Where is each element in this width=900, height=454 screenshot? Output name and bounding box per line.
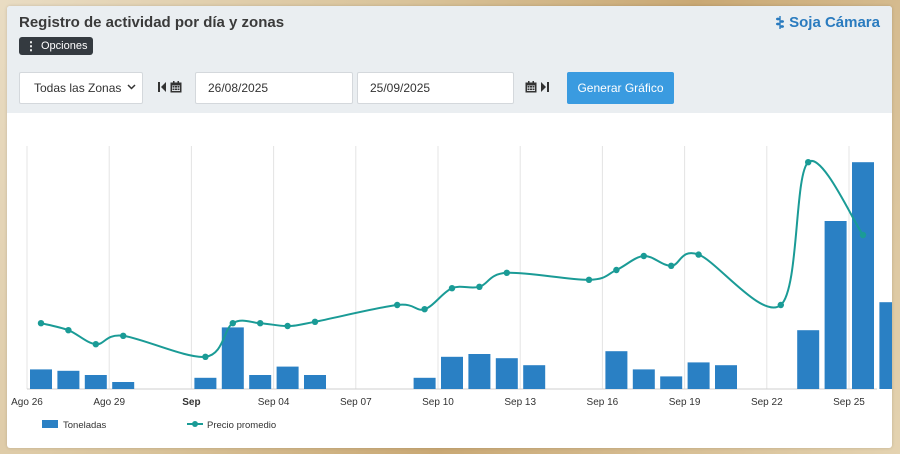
bar-toneladas bbox=[852, 162, 874, 389]
x-tick-label: Ago 29 bbox=[93, 397, 125, 408]
activity-chart: Ago 26 Ago 29 Sep Sep 04 Sep 07 Sep 10 Sep 13 S… bbox=[11, 146, 892, 431]
chevron-down-icon bbox=[127, 82, 136, 94]
point-precio bbox=[695, 251, 702, 258]
panel-header: Registro de actividad por día y zonas So… bbox=[7, 6, 892, 113]
options-label: Opciones bbox=[41, 40, 88, 52]
skip-start-icon[interactable] bbox=[157, 80, 167, 98]
generate-chart-button[interactable]: Generar Gráfico bbox=[567, 72, 674, 104]
calendar-icon[interactable] bbox=[525, 80, 537, 98]
options-button[interactable]: ⋮ Opciones bbox=[19, 37, 94, 55]
point-precio bbox=[777, 301, 784, 309]
brand-label: Soja Cámara bbox=[789, 14, 880, 31]
bar-toneladas bbox=[84, 375, 107, 389]
start-date-input[interactable]: 26/08/2025 bbox=[195, 72, 353, 104]
legend-label-precio: Precio promedio bbox=[207, 420, 276, 431]
zone-select[interactable]: Todas las Zonas bbox=[19, 72, 143, 104]
zone-select-value: Todas las Zonas bbox=[34, 81, 122, 95]
x-tick-label: Sep 13 bbox=[504, 397, 536, 408]
point-precio bbox=[613, 266, 620, 274]
date-next-group bbox=[525, 80, 550, 98]
point-precio bbox=[394, 301, 401, 309]
soy-plant-icon bbox=[776, 16, 785, 29]
point-precio bbox=[311, 318, 319, 325]
point-precio bbox=[65, 327, 72, 334]
bar-toneladas bbox=[194, 377, 217, 389]
point-precio bbox=[805, 159, 812, 166]
point-precio bbox=[202, 353, 209, 360]
bar-toneladas bbox=[879, 302, 892, 389]
bar-toneladas bbox=[249, 375, 272, 389]
kebab-icon: ⋮ bbox=[25, 39, 37, 53]
bar-toneladas bbox=[441, 356, 463, 389]
x-tick-label: Ago 26 bbox=[11, 397, 43, 408]
bar-toneladas bbox=[413, 377, 436, 389]
bar-toneladas bbox=[112, 382, 135, 389]
bar-toneladas bbox=[824, 221, 847, 389]
legend-marker-precio bbox=[192, 421, 198, 427]
date-prev-group bbox=[157, 80, 182, 98]
bar-toneladas bbox=[687, 362, 710, 389]
point-precio bbox=[476, 283, 483, 290]
bar-toneladas bbox=[221, 327, 244, 389]
bar-toneladas bbox=[715, 365, 737, 389]
bar-toneladas bbox=[57, 370, 80, 389]
x-tick-label: Sep 16 bbox=[587, 397, 619, 408]
point-precio bbox=[37, 320, 45, 327]
point-precio bbox=[284, 322, 291, 330]
point-precio bbox=[92, 341, 100, 348]
calendar-icon[interactable] bbox=[170, 80, 182, 98]
x-tick-label: Sep 22 bbox=[751, 397, 783, 408]
point-precio bbox=[448, 285, 456, 292]
bar-toneladas bbox=[605, 351, 628, 389]
point-precio bbox=[229, 320, 236, 327]
bar-toneladas bbox=[304, 375, 326, 389]
bar-toneladas bbox=[276, 366, 299, 389]
series-line-precio bbox=[40, 159, 864, 358]
brand-link[interactable]: Soja Cámara bbox=[775, 14, 880, 31]
x-tick-label: Sep 10 bbox=[422, 397, 454, 408]
x-tick-label: Sep 19 bbox=[669, 397, 701, 408]
bar-toneladas bbox=[495, 358, 518, 389]
bar-toneladas bbox=[660, 376, 683, 389]
point-precio bbox=[668, 262, 675, 269]
bar-toneladas bbox=[30, 369, 52, 389]
point-precio bbox=[585, 276, 593, 283]
page-title: Registro de actividad por día y zonas bbox=[19, 14, 285, 31]
x-tick-label: Sep bbox=[182, 397, 200, 408]
point-precio bbox=[503, 269, 510, 276]
bar-toneladas bbox=[632, 369, 655, 389]
point-precio bbox=[120, 332, 127, 339]
skip-end-icon[interactable] bbox=[540, 80, 550, 98]
x-tick-label: Sep 07 bbox=[340, 397, 372, 408]
x-tick-label: Sep 25 bbox=[833, 397, 865, 408]
activity-panel: Registro de actividad por día y zonas So… bbox=[7, 6, 892, 448]
point-precio bbox=[640, 252, 647, 260]
bar-toneladas bbox=[523, 365, 546, 389]
point-precio bbox=[859, 231, 867, 239]
legend-swatch-toneladas bbox=[42, 420, 58, 428]
point-precio bbox=[257, 320, 264, 327]
bar-toneladas bbox=[797, 330, 820, 389]
x-tick-label: Sep 04 bbox=[258, 397, 290, 408]
bar-toneladas bbox=[468, 354, 491, 389]
point-precio bbox=[421, 306, 428, 313]
legend-label-toneladas: Toneladas bbox=[63, 420, 107, 431]
end-date-input[interactable]: 25/09/2025 bbox=[357, 72, 514, 104]
